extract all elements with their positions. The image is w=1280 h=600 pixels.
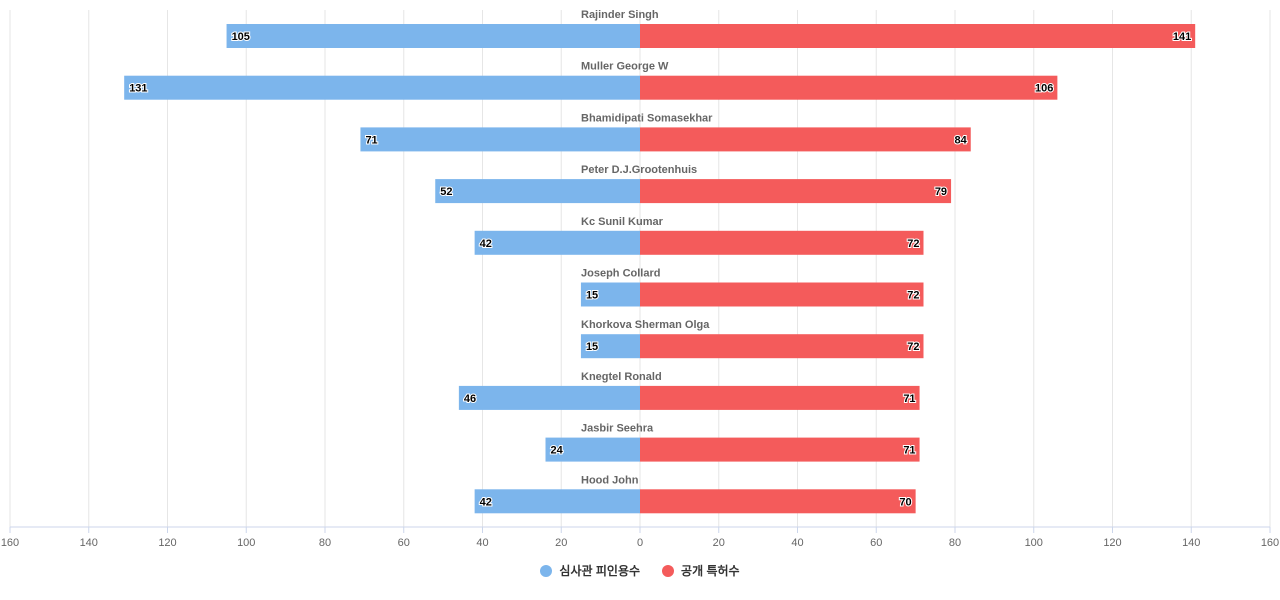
x-tick-label: 60 xyxy=(870,537,882,549)
x-tick-label: 160 xyxy=(1261,537,1279,549)
bar-citations xyxy=(435,179,640,204)
x-tick-label: 40 xyxy=(791,537,803,549)
bar-citations xyxy=(226,24,640,48)
x-tick-label: 100 xyxy=(237,537,255,549)
data-label-citations: 24 xyxy=(551,445,564,457)
x-tick-label: 80 xyxy=(319,537,331,549)
x-tick-label: 140 xyxy=(80,537,98,549)
data-label-citations: 105 xyxy=(232,31,250,43)
legend-item-patents[interactable]: 공개 특허수 xyxy=(662,562,740,579)
category-label: Rajinder Singh xyxy=(581,9,659,21)
data-label-citations: 71 xyxy=(365,134,377,146)
data-label-citations: 52 xyxy=(440,186,452,198)
bar-citations xyxy=(360,127,640,152)
data-label-patents: 79 xyxy=(935,186,947,198)
data-label-citations: 131 xyxy=(129,83,147,95)
bar-patents xyxy=(640,282,924,307)
bar-citations xyxy=(124,75,640,100)
bar-patents xyxy=(640,75,1058,100)
data-label-patents: 71 xyxy=(903,445,915,457)
x-tick-label: 40 xyxy=(476,537,488,549)
x-tick-label: 100 xyxy=(1025,537,1043,549)
x-tick-label: 20 xyxy=(713,537,725,549)
legend: 심사관 피인용수 공개 특허수 xyxy=(0,562,1280,579)
x-tick-label: 140 xyxy=(1182,537,1200,549)
bar-citations xyxy=(458,385,640,410)
category-label: Hood John xyxy=(581,474,639,486)
legend-marker-citations xyxy=(540,564,553,577)
x-tick-label: 0 xyxy=(637,537,643,549)
x-tick-label: 160 xyxy=(1,537,19,549)
bar-patents xyxy=(640,437,920,462)
bar-citations xyxy=(474,230,640,255)
legend-label-citations: 심사관 피인용수 xyxy=(559,564,641,578)
bar-patents xyxy=(640,334,924,359)
data-label-patents: 106 xyxy=(1035,83,1053,95)
legend-label-patents: 공개 특허수 xyxy=(681,564,740,578)
category-label: Jasbir Seehra xyxy=(581,423,654,435)
category-label: Kc Sunil Kumar xyxy=(581,216,664,228)
data-label-citations: 42 xyxy=(480,496,492,508)
bar-citations xyxy=(580,334,640,359)
x-tick-label: 80 xyxy=(949,537,961,549)
data-label-citations: 15 xyxy=(586,341,598,353)
data-label-citations: 46 xyxy=(464,393,476,405)
category-label: Joseph Collard xyxy=(581,268,660,280)
category-label: Bhamidipati Somasekhar xyxy=(581,112,713,124)
x-tick-label: 120 xyxy=(158,537,176,549)
bar-citations xyxy=(474,489,640,514)
bar-citations xyxy=(545,437,640,462)
x-tick-label: 20 xyxy=(555,537,567,549)
bar-patents xyxy=(640,127,971,152)
x-tick-label: 60 xyxy=(398,537,410,549)
bar-patents xyxy=(640,489,916,514)
bar-patents xyxy=(640,230,924,255)
category-label: Peter D.J.Grootenhuis xyxy=(581,164,697,176)
data-label-citations: 15 xyxy=(586,290,598,302)
bar-citations xyxy=(580,282,640,307)
data-label-patents: 84 xyxy=(955,134,968,146)
data-label-citations: 42 xyxy=(480,238,492,250)
legend-item-citations[interactable]: 심사관 피인용수 xyxy=(540,562,640,579)
legend-marker-patents xyxy=(662,564,675,577)
x-tick-label: 120 xyxy=(1103,537,1121,549)
data-label-patents: 72 xyxy=(907,238,919,250)
category-label: Knegtel Ronald xyxy=(581,371,662,383)
category-label: Khorkova Sherman Olga xyxy=(581,319,710,331)
data-label-patents: 141 xyxy=(1173,31,1191,43)
data-label-patents: 72 xyxy=(907,290,919,302)
data-label-patents: 71 xyxy=(903,393,915,405)
data-label-patents: 72 xyxy=(907,341,919,353)
bar-patents xyxy=(640,179,952,204)
chart-plot: 160 140 120 100 80 60 40 20 0 20 40 60 80 100 120 140 16… xyxy=(1,9,1279,549)
bar-patents xyxy=(640,385,920,410)
data-label-patents: 70 xyxy=(899,496,911,508)
bar-patents xyxy=(640,24,1196,48)
category-label: Muller George W xyxy=(581,61,669,73)
